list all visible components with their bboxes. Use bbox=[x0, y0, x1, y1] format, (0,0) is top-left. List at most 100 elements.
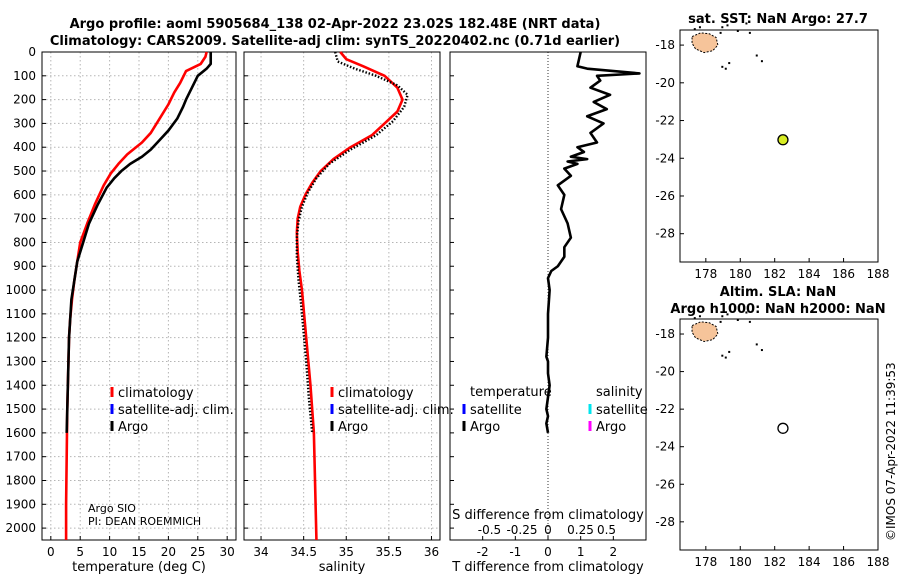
island-dot bbox=[719, 31, 722, 34]
y-tick-label: 200 bbox=[13, 93, 36, 107]
x-tick-label: 186 bbox=[832, 555, 855, 569]
credit-line2: PI: DEAN ROEMMICH bbox=[88, 515, 201, 528]
y-tick-label: 1000 bbox=[5, 283, 36, 297]
y-tick-label: 1100 bbox=[5, 307, 36, 321]
island-dot bbox=[726, 313, 729, 316]
legend-label: satellite bbox=[470, 403, 522, 418]
sst-map-panel: 178 180 182 184 186 188 -28 -26 -24 -22 -20 -18 sat.… bbox=[655, 12, 889, 281]
y-tick-label: 100 bbox=[13, 69, 36, 83]
x-tick-label: 35.5 bbox=[376, 545, 403, 559]
series-line-climatology bbox=[295, 51, 404, 541]
y-tick-label: 1600 bbox=[5, 426, 36, 440]
series-line-argo bbox=[295, 51, 409, 433]
island-dot bbox=[760, 349, 763, 352]
y-tick-label: 1400 bbox=[5, 378, 36, 392]
y-tick-label: 1700 bbox=[5, 450, 36, 464]
x-tick-label: 10 bbox=[102, 545, 117, 559]
figure-title-line1: Argo profile: aoml 5905684_138 02-Apr-20… bbox=[70, 17, 601, 32]
legend-heading-temperature: temperature bbox=[470, 385, 552, 400]
legend-label: Argo bbox=[118, 420, 148, 435]
island-dot bbox=[721, 26, 724, 29]
profile-location-marker bbox=[777, 422, 789, 434]
x-tick-label: -2 bbox=[477, 545, 489, 559]
y-tick-label: -18 bbox=[655, 327, 675, 341]
y-tick-label: -20 bbox=[655, 365, 675, 379]
legend-label: Argo bbox=[338, 420, 368, 435]
salinity-panel: 34 34.5 35 35.5 36 salinity climatology satelli… bbox=[243, 51, 454, 575]
y-tick-label: -26 bbox=[655, 189, 675, 203]
x-tick-label: -1 bbox=[509, 545, 521, 559]
y-tick-label: -24 bbox=[655, 440, 675, 454]
y-tick-label: 1200 bbox=[5, 331, 36, 345]
y-tick-label: 0 bbox=[28, 45, 36, 59]
temperature-panel: 0 5 10 15 20 25 300100200300400500600700800900… bbox=[5, 45, 237, 575]
legend-heading-salinity: salinity bbox=[596, 385, 643, 400]
legend-label: satellite bbox=[596, 403, 648, 418]
y-tick-label: -28 bbox=[655, 515, 675, 529]
island-dot bbox=[745, 22, 748, 25]
y-tick-label: 500 bbox=[13, 164, 36, 178]
y-tick-label: 2000 bbox=[5, 521, 36, 535]
x-tick-label: 184 bbox=[798, 267, 821, 281]
legend-label: satellite-adj. clim. bbox=[338, 403, 454, 418]
island-dot bbox=[719, 320, 722, 323]
map-title-line2: Argo h1000: NaN h2000: NaN bbox=[670, 302, 885, 317]
x-tick-label: 182 bbox=[763, 555, 786, 569]
sla-map-panel: 178 180 182 184 186 188 -28 -26 -24 -22 -20 -18 Alti… bbox=[655, 285, 889, 569]
island-dot bbox=[693, 317, 696, 320]
island-dot bbox=[728, 350, 731, 353]
y-tick-label: -18 bbox=[655, 38, 675, 52]
y-tick-label: -26 bbox=[655, 477, 675, 491]
top-axis-tick-label: 0 bbox=[544, 523, 552, 537]
island-dot bbox=[698, 26, 701, 29]
y-tick-label: 1800 bbox=[5, 473, 36, 487]
y-tick-label: 1500 bbox=[5, 402, 36, 416]
x-tick-label: 0 bbox=[47, 545, 55, 559]
island-dot bbox=[693, 28, 696, 31]
y-tick-label: -24 bbox=[655, 151, 675, 165]
top-axis-tick-label: -0.5 bbox=[478, 523, 501, 537]
island-dot bbox=[721, 354, 724, 357]
series-line-climatology bbox=[64, 51, 208, 540]
credit-line1: Argo SIO bbox=[88, 502, 136, 515]
x-tick-label: 34.5 bbox=[290, 545, 317, 559]
map-frame bbox=[679, 318, 879, 551]
x-tick-label: 2 bbox=[610, 545, 618, 559]
x-tick-label: 15 bbox=[131, 545, 146, 559]
profile-location-marker bbox=[777, 134, 789, 146]
top-axis-tick-label: -0.25 bbox=[506, 523, 537, 537]
x-axis-label: temperature (deg C) bbox=[72, 560, 206, 575]
map-title: sat. SST: NaN Argo: 27.7 bbox=[688, 12, 868, 27]
x-tick-label: 5 bbox=[76, 545, 84, 559]
y-tick-label: -22 bbox=[655, 402, 675, 416]
series-line-argo bbox=[65, 52, 213, 433]
x-tick-label: 180 bbox=[729, 555, 752, 569]
x-tick-label: 34 bbox=[253, 545, 268, 559]
x-tick-label: 20 bbox=[161, 545, 176, 559]
island-dot bbox=[721, 315, 724, 318]
x-tick-label: 36 bbox=[424, 545, 439, 559]
top-axis-tick-label: 0.5 bbox=[597, 523, 616, 537]
y-tick-label: 700 bbox=[13, 212, 36, 226]
top-axis-label: S difference from climatology bbox=[452, 508, 644, 523]
x-axis-label: T difference from climatology bbox=[451, 560, 644, 575]
island-dot bbox=[748, 31, 751, 34]
imos-watermark: ©IMOS 07-Apr-2022 11:39:53 bbox=[884, 362, 898, 541]
x-tick-label: 30 bbox=[220, 545, 235, 559]
y-tick-label: -28 bbox=[655, 227, 675, 241]
island-dot bbox=[726, 24, 729, 27]
y-tick-label: 1300 bbox=[5, 354, 36, 368]
legend-label: climatology bbox=[118, 386, 194, 401]
island-dot bbox=[721, 65, 724, 68]
island-dot bbox=[728, 62, 731, 65]
y-tick-label: -22 bbox=[655, 114, 675, 128]
island-dot bbox=[760, 60, 763, 63]
island-dot bbox=[745, 311, 748, 314]
island-dot bbox=[698, 315, 701, 318]
x-tick-label: 182 bbox=[763, 267, 786, 281]
island-dot bbox=[755, 343, 758, 346]
x-tick-label: 186 bbox=[832, 267, 855, 281]
island-dot bbox=[755, 54, 758, 57]
y-tick-label: 300 bbox=[13, 116, 36, 130]
